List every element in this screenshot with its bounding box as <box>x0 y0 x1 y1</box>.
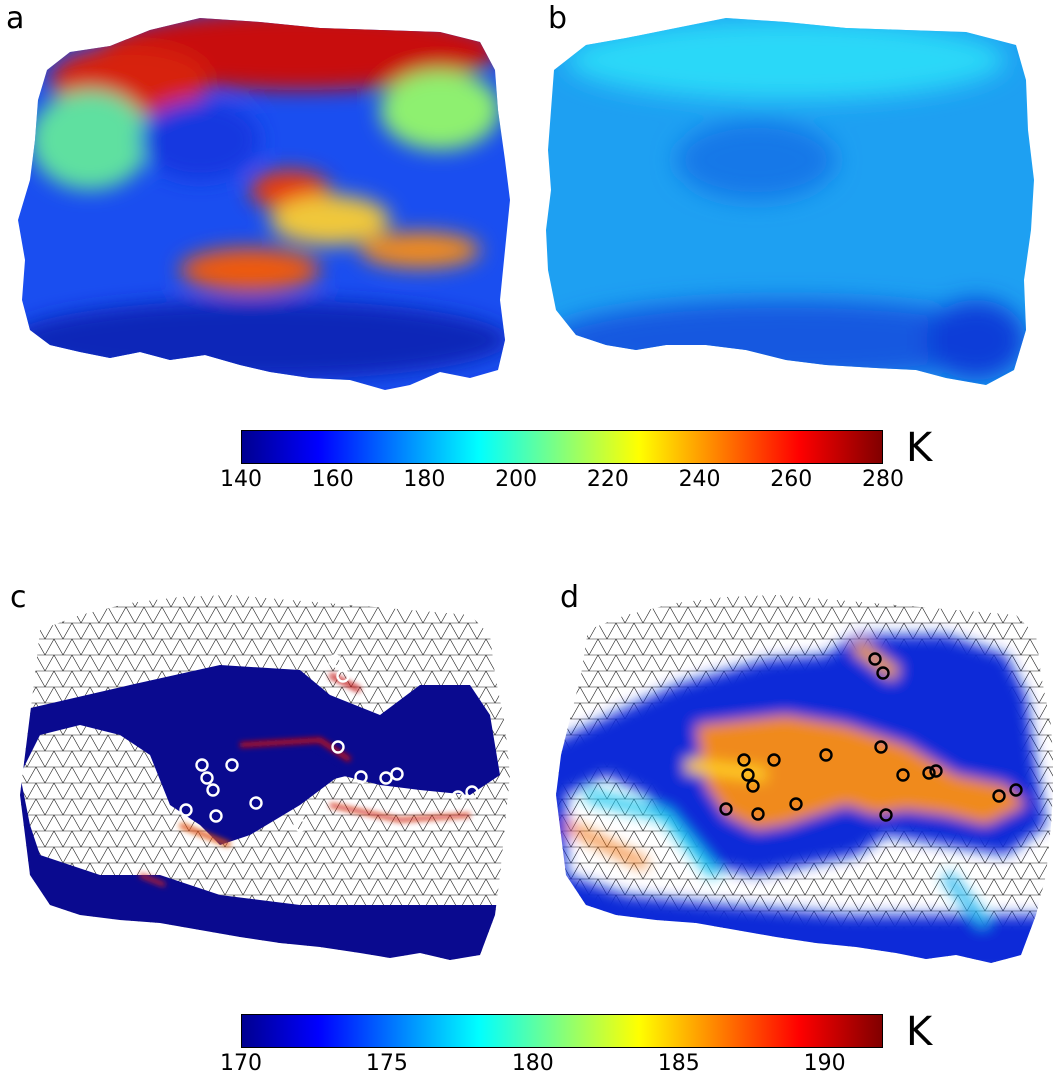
temperature-map-b <box>546 18 1034 385</box>
panel-c-marker-16 <box>293 818 307 832</box>
colorbar-top-tick-200: 200 <box>495 467 538 492</box>
panel-d-marker-12 <box>992 789 1006 803</box>
panel-d-marker-1 <box>868 652 882 666</box>
colorbar-top-unit: K <box>906 425 933 471</box>
colorbar-bottom-unit: K <box>906 1009 933 1055</box>
panel-b: b <box>526 0 1053 400</box>
colorbar-bottom-tick-175: 175 <box>365 1051 408 1076</box>
panel-c-marker-5 <box>195 758 209 772</box>
panel-c-marker-6 <box>200 771 214 785</box>
panel-d-marker-8 <box>896 768 910 782</box>
panel-c-marker-15 <box>209 809 223 823</box>
panel-c-marker-7 <box>206 783 220 797</box>
temperature-map-d <box>556 595 1053 963</box>
colorbar-top-tick-260: 260 <box>770 467 813 492</box>
colorbar-top <box>241 430 883 464</box>
temperature-map-c <box>20 595 510 960</box>
colorbar-bottom-tick-170: 170 <box>220 1051 262 1076</box>
colorbar-top-tick-280: 280 <box>862 467 904 492</box>
temperature-map-a <box>18 18 510 390</box>
colorbar-top-tick-240: 240 <box>678 467 721 492</box>
colorbar-top-tick-160: 160 <box>311 467 354 492</box>
panel-d-marker-15 <box>751 807 765 821</box>
panel-letter-b: b <box>548 1 568 36</box>
panel-c-marker-8 <box>354 770 368 784</box>
colorbar-top-tick-140: 140 <box>220 467 262 492</box>
panel-a: a <box>0 0 526 400</box>
panel-c-marker-11 <box>465 785 479 799</box>
colorbar-top-tick-220: 220 <box>586 467 629 492</box>
colorbar-bottom-tick-185: 185 <box>657 1051 700 1076</box>
panel-d-marker-7 <box>746 779 760 793</box>
panel-letter-c: c <box>10 580 27 615</box>
panel-d-marker-10 <box>929 764 943 778</box>
panel-d-marker-17 <box>819 748 833 762</box>
panel-c-marker-1 <box>328 654 342 668</box>
panel-d-marker-2 <box>876 666 890 680</box>
panel-d-marker-5 <box>767 753 781 767</box>
panel-d-marker-9 <box>922 766 936 780</box>
panel-d-marker-3 <box>874 740 888 754</box>
panel-d-marker-4 <box>737 753 751 767</box>
panel-c-marker-14 <box>179 803 193 817</box>
panel-c-marker-10 <box>390 767 404 781</box>
panel-c-marker-13 <box>249 796 263 810</box>
panel-c: c <box>0 575 526 975</box>
panel-d-marker-16 <box>879 808 893 822</box>
colorbar-bottom <box>241 1014 883 1048</box>
colorbar-bottom-tick-180: 180 <box>511 1051 554 1076</box>
panel-d: d <box>526 575 1053 975</box>
panel-c-marker-3 <box>331 740 345 754</box>
panel-letter-d: d <box>560 580 580 615</box>
colorbar-top-tick-180: 180 <box>403 467 446 492</box>
panel-d-marker-6 <box>741 768 755 782</box>
panel-letter-a: a <box>6 1 25 36</box>
marker-group-c <box>179 654 479 832</box>
colorbar-bottom-tick-190: 190 <box>803 1051 846 1076</box>
panel-c-marker-2 <box>336 669 350 683</box>
marker-group-d <box>719 652 1023 822</box>
panel-d-marker-11 <box>1009 783 1023 797</box>
panel-c-marker-9 <box>379 771 393 785</box>
panel-c-marker-4 <box>225 758 239 772</box>
panel-d-marker-13 <box>789 797 803 811</box>
panel-d-marker-14 <box>719 802 733 816</box>
panel-c-marker-12 <box>451 790 465 804</box>
